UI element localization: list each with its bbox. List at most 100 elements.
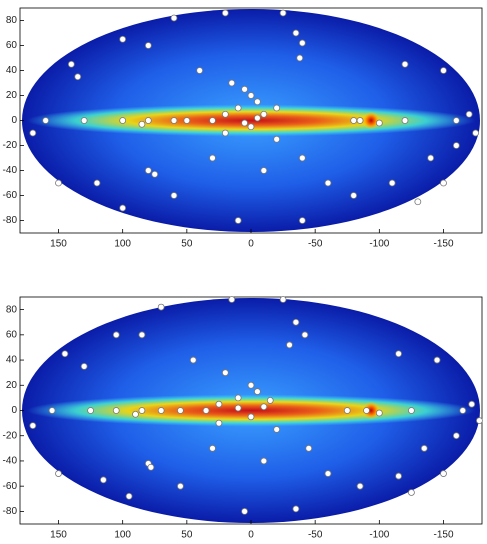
source-point — [94, 180, 100, 186]
x-tick-label: 50 — [181, 239, 193, 250]
source-point — [184, 118, 190, 124]
source-point — [43, 118, 49, 124]
source-point — [248, 124, 254, 130]
source-point — [158, 304, 164, 310]
page: {"chart_data": [ {"type": "scatter", "co… — [0, 0, 487, 544]
source-point — [248, 414, 254, 420]
source-point — [120, 205, 126, 211]
source-point — [171, 193, 177, 199]
source-point — [293, 30, 299, 36]
source-point — [30, 423, 36, 429]
source-point — [389, 180, 395, 186]
source-point — [145, 43, 151, 49]
y-tick-label: 80 — [6, 304, 18, 315]
source-point — [248, 382, 254, 388]
y-tick-label: 20 — [6, 380, 18, 391]
source-point — [421, 445, 427, 451]
source-point — [428, 155, 434, 161]
source-point — [261, 458, 267, 464]
source-point — [254, 99, 260, 105]
x-tick-label: 50 — [181, 530, 193, 541]
source-point — [235, 218, 241, 224]
source-point — [287, 342, 293, 348]
y-tick-label: -60 — [3, 190, 18, 201]
source-point — [216, 401, 222, 407]
x-tick-label: 0 — [248, 239, 254, 250]
y-tick-label: -60 — [3, 481, 18, 492]
source-point — [344, 408, 350, 414]
source-point — [68, 61, 74, 67]
source-point — [177, 483, 183, 489]
source-point — [415, 199, 421, 205]
source-point — [30, 130, 36, 136]
source-point — [222, 130, 228, 136]
x-tick-label: 0 — [248, 530, 254, 541]
source-point — [203, 408, 209, 414]
source-point — [75, 74, 81, 80]
source-point — [466, 111, 472, 117]
y-tick-label: -20 — [3, 140, 18, 151]
source-point — [434, 357, 440, 363]
source-point — [177, 408, 183, 414]
source-point — [261, 168, 267, 174]
source-point — [113, 408, 119, 414]
source-point — [460, 408, 466, 414]
source-point — [408, 489, 414, 495]
source-point — [376, 410, 382, 416]
y-tick-label: -40 — [3, 456, 18, 467]
source-point — [453, 118, 459, 124]
source-point — [139, 121, 145, 127]
source-point — [242, 120, 248, 126]
source-point — [133, 411, 139, 417]
source-point — [297, 55, 303, 61]
source-point — [469, 401, 475, 407]
x-tick-label: -150 — [433, 530, 453, 541]
x-tick-label: -150 — [433, 239, 453, 250]
source-point — [235, 405, 241, 411]
source-point — [357, 118, 363, 124]
source-point — [274, 426, 280, 432]
source-point — [190, 357, 196, 363]
source-point — [302, 332, 308, 338]
y-tick-label: 0 — [11, 405, 17, 416]
source-point — [120, 36, 126, 42]
source-point — [171, 118, 177, 124]
source-point — [280, 297, 286, 303]
source-point — [126, 493, 132, 499]
source-point — [242, 86, 248, 92]
source-point — [222, 370, 228, 376]
source-point — [229, 297, 235, 303]
source-point — [325, 180, 331, 186]
source-point — [299, 155, 305, 161]
source-point — [158, 408, 164, 414]
source-point — [476, 418, 482, 424]
source-point — [242, 508, 248, 514]
source-point — [376, 120, 382, 126]
source-point — [299, 40, 305, 46]
x-tick-label: -50 — [308, 530, 323, 541]
source-point — [145, 168, 151, 174]
y-tick-label: 0 — [11, 115, 17, 126]
source-point — [364, 408, 370, 414]
source-point — [56, 471, 62, 477]
source-point — [210, 445, 216, 451]
x-tick-label: 150 — [50, 239, 67, 250]
x-tick-label: 150 — [50, 530, 67, 541]
source-point — [274, 136, 280, 142]
source-point — [148, 464, 154, 470]
source-point — [222, 111, 228, 117]
y-tick-label: 60 — [6, 329, 18, 340]
source-point — [88, 408, 94, 414]
source-point — [81, 118, 87, 124]
source-point — [120, 118, 126, 124]
source-point — [113, 332, 119, 338]
source-point — [402, 61, 408, 67]
source-point — [261, 111, 267, 117]
x-tick-label: -50 — [308, 239, 323, 250]
source-point — [396, 473, 402, 479]
source-point — [396, 351, 402, 357]
source-point — [351, 118, 357, 124]
source-point — [81, 363, 87, 369]
source-point — [62, 351, 68, 357]
source-point — [441, 68, 447, 74]
